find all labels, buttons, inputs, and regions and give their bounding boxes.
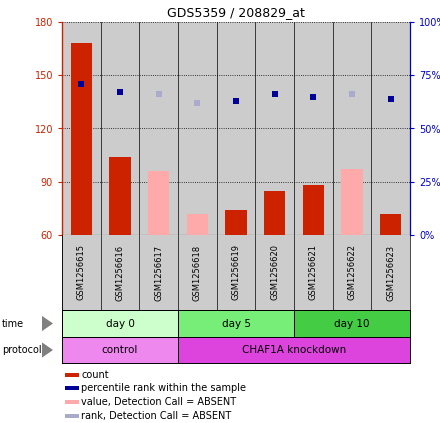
- Text: day 5: day 5: [221, 319, 250, 329]
- Text: GSM1256622: GSM1256622: [348, 244, 356, 300]
- Text: GSM1256621: GSM1256621: [309, 244, 318, 300]
- Point: [155, 91, 162, 98]
- Text: day 0: day 0: [106, 319, 135, 329]
- Text: day 10: day 10: [334, 319, 370, 329]
- Bar: [371, 22, 410, 235]
- Text: protocol: protocol: [2, 345, 42, 355]
- Bar: [71, 43, 92, 235]
- Point: [348, 91, 356, 98]
- Text: GSM1256615: GSM1256615: [77, 244, 86, 300]
- Bar: [178, 310, 294, 337]
- Text: CHAF1A knockdown: CHAF1A knockdown: [242, 345, 346, 355]
- Bar: [62, 310, 178, 337]
- Bar: [178, 337, 410, 363]
- Bar: [110, 157, 131, 235]
- Text: rank, Detection Call = ABSENT: rank, Detection Call = ABSENT: [81, 411, 231, 421]
- Point: [271, 91, 278, 98]
- Text: control: control: [102, 345, 138, 355]
- Text: count: count: [81, 370, 109, 379]
- Bar: [294, 310, 410, 337]
- Bar: [139, 22, 178, 235]
- Bar: [101, 22, 139, 235]
- Bar: [264, 191, 285, 235]
- Bar: [66, 400, 79, 404]
- Bar: [341, 169, 363, 235]
- Text: time: time: [2, 319, 24, 329]
- Bar: [148, 171, 169, 235]
- Bar: [66, 373, 79, 376]
- Text: GSM1256618: GSM1256618: [193, 244, 202, 301]
- Text: GSM1256620: GSM1256620: [270, 244, 279, 300]
- Point: [232, 97, 239, 104]
- Bar: [303, 185, 324, 235]
- Bar: [255, 22, 294, 235]
- Title: GDS5359 / 208829_at: GDS5359 / 208829_at: [167, 6, 305, 19]
- Point: [117, 89, 124, 96]
- Point: [194, 99, 201, 106]
- Text: GSM1256616: GSM1256616: [115, 244, 125, 301]
- Bar: [333, 22, 371, 235]
- Bar: [66, 387, 79, 390]
- Bar: [62, 337, 178, 363]
- Point: [387, 95, 394, 102]
- Point: [310, 93, 317, 100]
- Text: value, Detection Call = ABSENT: value, Detection Call = ABSENT: [81, 397, 236, 407]
- Bar: [216, 22, 255, 235]
- Point: [78, 80, 85, 87]
- Bar: [225, 210, 247, 235]
- Bar: [62, 22, 101, 235]
- Text: percentile rank within the sample: percentile rank within the sample: [81, 383, 246, 393]
- Bar: [187, 214, 208, 235]
- Bar: [294, 22, 333, 235]
- Text: GSM1256617: GSM1256617: [154, 244, 163, 301]
- Text: GSM1256619: GSM1256619: [231, 244, 241, 300]
- Bar: [66, 414, 79, 418]
- Text: GSM1256623: GSM1256623: [386, 244, 395, 301]
- Bar: [178, 22, 216, 235]
- Bar: [380, 214, 401, 235]
